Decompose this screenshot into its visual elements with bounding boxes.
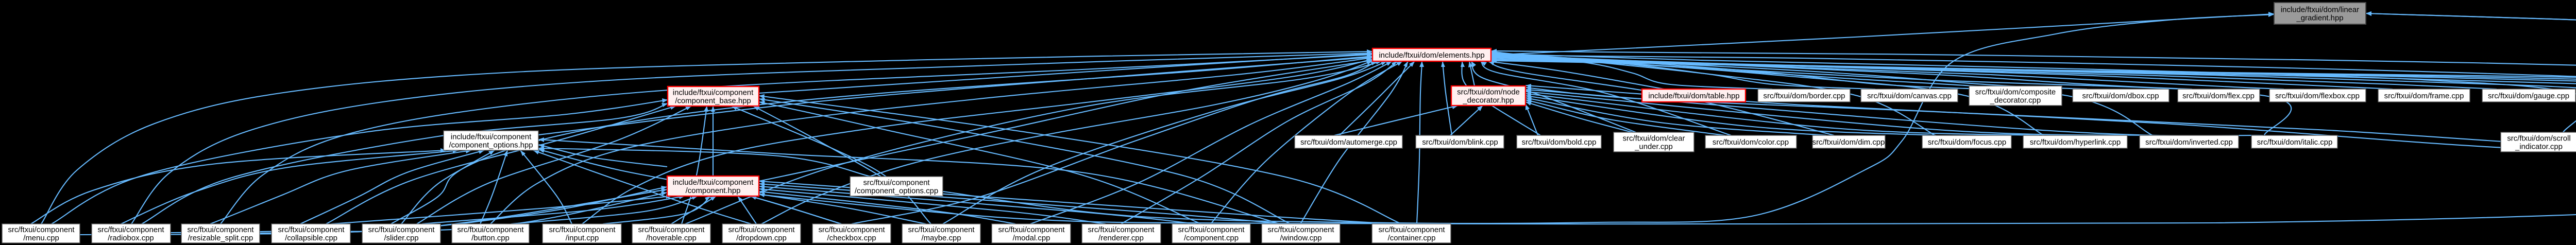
svg-text:/component_options.cpp: /component_options.cpp [855, 187, 938, 196]
svg-text:src/ftxui/component: src/ftxui/component [818, 226, 885, 234]
svg-text:src/ftxui/component: src/ftxui/component [549, 226, 616, 234]
svg-text:/component.hpp: /component.hpp [686, 187, 741, 195]
svg-text:_under.cpp: _under.cpp [1634, 143, 1673, 151]
svg-text:src/ftxui/dom/dim.cpp: src/ftxui/dom/dim.cpp [1812, 138, 1885, 147]
svg-text:/component_base.hpp: /component_base.hpp [675, 97, 751, 106]
svg-text:_decorator.cpp: _decorator.cpp [1990, 97, 2041, 105]
svg-text:src/ftxui/component: src/ftxui/component [1088, 226, 1155, 234]
svg-text:src/ftxui/dom/canvas.cpp: src/ftxui/dom/canvas.cpp [1867, 92, 1952, 100]
svg-text:src/ftxui/component: src/ftxui/component [863, 179, 930, 187]
svg-text:include/ftxui/component: include/ftxui/component [673, 89, 754, 97]
svg-text:src/ftxui/dom/focus.cpp: src/ftxui/dom/focus.cpp [1928, 138, 2006, 147]
svg-text:src/ftxui/dom/italic.cpp: src/ftxui/dom/italic.cpp [2257, 138, 2332, 147]
svg-text:/modal.cpp: /modal.cpp [1013, 234, 1050, 242]
svg-text:/resizable_split.cpp: /resizable_split.cpp [188, 234, 253, 242]
svg-text:src/ftxui/component: src/ftxui/component [728, 226, 795, 234]
svg-text:include/ftxui/component: include/ftxui/component [451, 133, 532, 141]
svg-text:/menu.cpp: /menu.cpp [23, 234, 59, 242]
svg-text:include/ftxui/dom/linear: include/ftxui/dom/linear [2281, 6, 2359, 14]
svg-text:src/ftxui/component: src/ftxui/component [8, 226, 75, 234]
svg-text:src/ftxui/component: src/ftxui/component [187, 226, 254, 234]
svg-text:src/ftxui/dom/frame.cpp: src/ftxui/dom/frame.cpp [2384, 92, 2464, 100]
svg-text:src/ftxui/dom/flexbox.cpp: src/ftxui/dom/flexbox.cpp [2275, 92, 2360, 100]
svg-text:/window.cpp: /window.cpp [1280, 234, 1321, 242]
svg-text:src/ftxui/component: src/ftxui/component [998, 226, 1065, 234]
svg-text:/hoverable.cpp: /hoverable.cpp [646, 234, 697, 242]
svg-text:src/ftxui/dom/gauge.cpp: src/ftxui/dom/gauge.cpp [2488, 92, 2569, 100]
svg-text:/input.cpp: /input.cpp [566, 234, 599, 242]
svg-text:/maybe.cpp: /maybe.cpp [922, 234, 961, 242]
svg-text:src/ftxui/dom/inverted.cpp: src/ftxui/dom/inverted.cpp [2145, 138, 2233, 147]
svg-text:src/ftxui/dom/node: src/ftxui/dom/node [1457, 88, 1520, 96]
svg-text:src/ftxui/component: src/ftxui/component [1267, 226, 1334, 234]
svg-text:/slider.cpp: /slider.cpp [384, 234, 418, 242]
svg-text:/component_options.hpp: /component_options.hpp [449, 142, 533, 150]
svg-text:src/ftxui/component: src/ftxui/component [97, 226, 164, 234]
svg-text:src/ftxui/dom/scroll: src/ftxui/dom/scroll [2507, 134, 2570, 143]
svg-text:src/ftxui/dom/clear: src/ftxui/dom/clear [1623, 134, 1685, 143]
svg-text:src/ftxui/dom/blink.cpp: src/ftxui/dom/blink.cpp [1422, 138, 1498, 147]
svg-text:_decorator.hpp: _decorator.hpp [1462, 97, 1514, 105]
svg-text:src/ftxui/component: src/ftxui/component [908, 226, 975, 234]
svg-text:src/ftxui/component: src/ftxui/component [368, 226, 435, 234]
svg-text:/renderer.cpp: /renderer.cpp [1098, 234, 1144, 242]
svg-text:_indicator.cpp: _indicator.cpp [2515, 143, 2563, 151]
svg-text:src/ftxui/dom/composite: src/ftxui/dom/composite [1975, 88, 2056, 96]
svg-text:/component.cpp: /component.cpp [1184, 234, 1239, 242]
svg-text:/checkbox.cpp: /checkbox.cpp [827, 234, 876, 242]
svg-text:src/ftxui/dom/bold.cpp: src/ftxui/dom/bold.cpp [1522, 138, 1597, 147]
svg-text:include/ftxui/dom/table.hpp: include/ftxui/dom/table.hpp [1648, 92, 1739, 100]
svg-text:src/ftxui/component: src/ftxui/component [1178, 226, 1245, 234]
svg-text:src/ftxui/dom/flex.cpp: src/ftxui/dom/flex.cpp [2182, 92, 2255, 100]
svg-text:include/ftxui/dom/elements.hpp: include/ftxui/dom/elements.hpp [1379, 51, 1484, 60]
svg-text:src/ftxui/component: src/ftxui/component [457, 226, 524, 234]
svg-text:src/ftxui/dom/border.cpp: src/ftxui/dom/border.cpp [1764, 92, 1845, 100]
svg-text:src/ftxui/dom/automerge.cpp: src/ftxui/dom/automerge.cpp [1300, 138, 1397, 147]
svg-text:/radiobox.cpp: /radiobox.cpp [108, 234, 154, 242]
svg-text:src/ftxui/component: src/ftxui/component [638, 226, 705, 234]
svg-text:src/ftxui/component: src/ftxui/component [1378, 226, 1445, 234]
svg-text:/container.cpp: /container.cpp [1388, 234, 1436, 242]
svg-text:src/ftxui/component: src/ftxui/component [278, 226, 345, 234]
svg-text:src/ftxui/dom/dbox.cpp: src/ftxui/dom/dbox.cpp [2082, 92, 2159, 100]
svg-text:_gradient.hpp: _gradient.hpp [2296, 14, 2343, 23]
svg-text:include/ftxui/component: include/ftxui/component [673, 179, 754, 187]
svg-text:src/ftxui/dom/hyperlink.cpp: src/ftxui/dom/hyperlink.cpp [2030, 138, 2121, 147]
svg-text:/collapsible.cpp: /collapsible.cpp [285, 234, 337, 242]
svg-text:/dropdown.cpp: /dropdown.cpp [736, 234, 787, 242]
svg-text:src/ftxui/dom/color.cpp: src/ftxui/dom/color.cpp [1713, 138, 1789, 147]
svg-text:/button.cpp: /button.cpp [471, 234, 510, 242]
